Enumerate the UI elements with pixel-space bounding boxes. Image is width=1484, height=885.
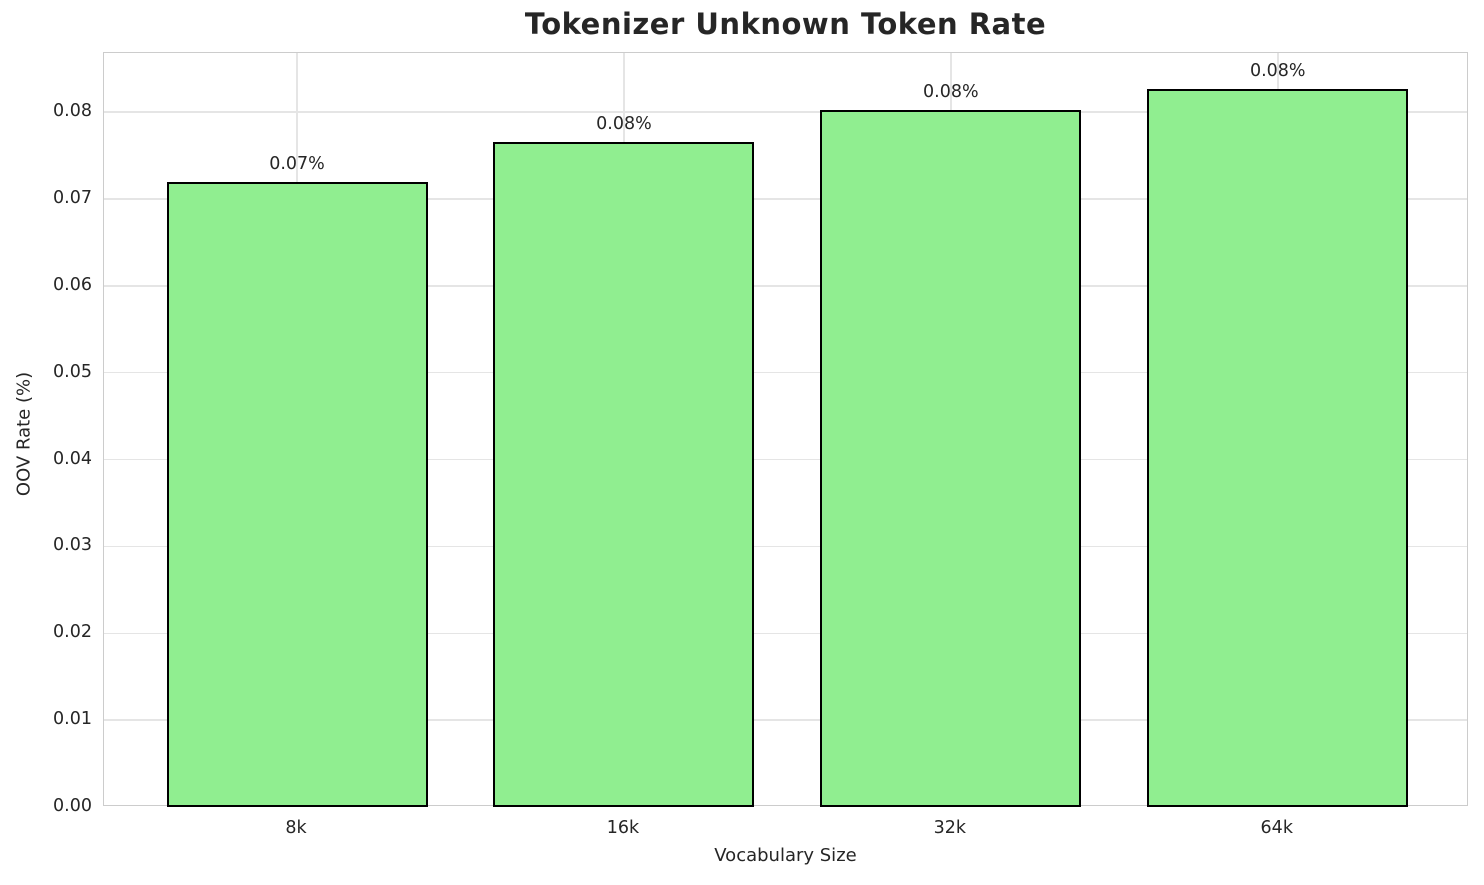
gridline-horizontal: [104, 111, 1467, 113]
gridline-horizontal: [104, 458, 1467, 461]
x-tick-label: 8k: [285, 818, 307, 838]
gridline-horizontal: [104, 198, 1467, 200]
bar-value-label: 0.07%: [269, 153, 325, 174]
plot-area: 0.07% 0.08% 0.08% 0.08%: [103, 52, 1468, 807]
gridline-horizontal: [104, 632, 1467, 635]
y-tick-label: 0.04: [53, 448, 92, 469]
bar-64k: [1147, 89, 1409, 807]
bar-value-label: 0.08%: [923, 82, 979, 103]
y-tick-label: 0.07: [53, 187, 92, 208]
gridline-horizontal: [104, 719, 1467, 721]
gridline-horizontal: [104, 545, 1467, 548]
y-tick-label: 0.02: [53, 622, 92, 643]
x-tick-label: 16k: [606, 818, 640, 838]
bar-16k: [493, 141, 755, 807]
y-tick-label: 0.03: [53, 535, 92, 556]
bar-8k: [166, 181, 428, 807]
bar-value-label: 0.08%: [596, 113, 652, 134]
gridline-horizontal: [104, 371, 1467, 374]
y-tick-label: 0.06: [53, 274, 92, 295]
bar-value-label: 0.08%: [1249, 61, 1306, 82]
chart-title: Tokenizer Unknown Token Rate: [524, 7, 1047, 41]
y-tick-label: 0.01: [53, 709, 92, 730]
gridline-horizontal: [104, 285, 1467, 287]
x-tick-label: 32k: [933, 818, 967, 838]
x-axis-label: Vocabulary Size: [714, 845, 857, 866]
y-tick-label: 0.05: [53, 361, 92, 382]
bar-32k: [820, 110, 1082, 807]
y-tick-label: 0.08: [53, 101, 92, 122]
y-tick-label: 0.00: [53, 796, 92, 816]
x-tick-label: 64k: [1260, 818, 1293, 838]
y-axis-label: OOV Rate (%): [13, 371, 35, 497]
